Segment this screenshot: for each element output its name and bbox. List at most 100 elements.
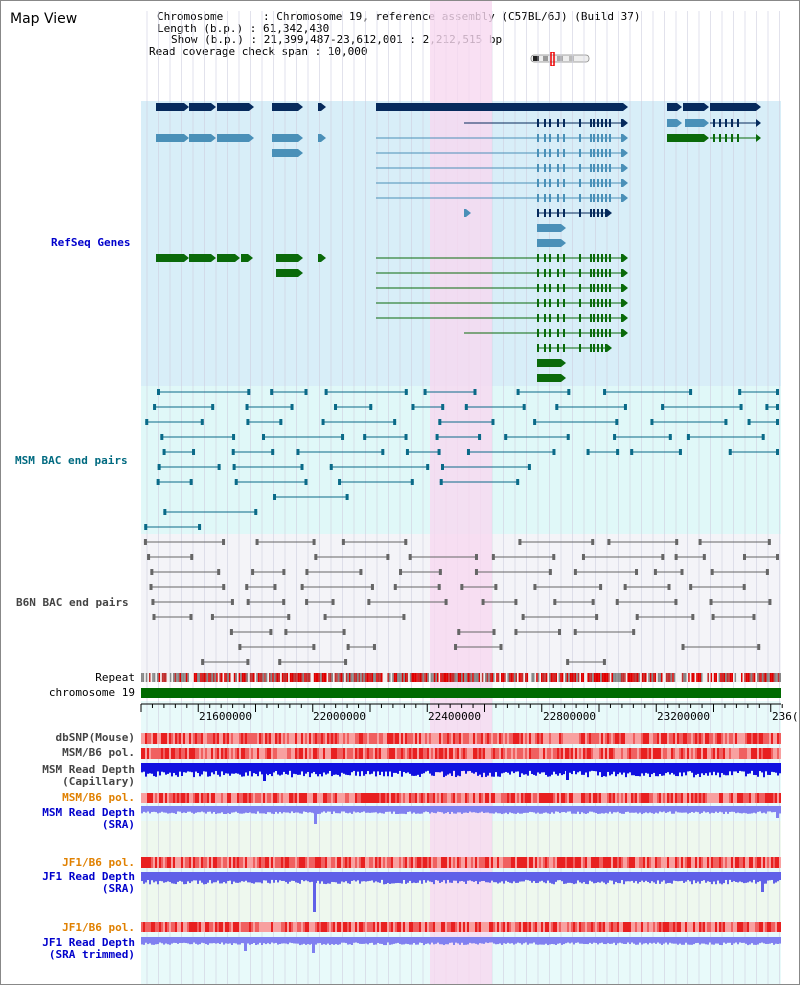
read-depth-bar: [435, 806, 437, 814]
read-depth-bar: [623, 937, 625, 944]
read-depth-bar: [317, 763, 319, 777]
pol-heat-cell: [187, 793, 189, 803]
pol-heat-cell: [771, 733, 773, 744]
read-depth-bar: [241, 763, 243, 777]
read-depth-bar: [621, 872, 623, 881]
read-depth-bar: [161, 806, 163, 812]
bac-end-marker: [438, 419, 442, 425]
msm-b6-pol-label-2[interactable]: MSM/B6 pol.: [62, 791, 135, 804]
read-depth-bar: [515, 937, 517, 944]
repeat-bar: [697, 673, 700, 682]
read-depth-bar: [213, 937, 215, 944]
pol-heat-cell: [711, 733, 713, 744]
pol-heat-cell: [181, 748, 183, 759]
pol-heat-cell: [535, 733, 537, 744]
pol-heat-cell: [345, 733, 347, 744]
refseq-genes-label[interactable]: RefSeq Genes: [51, 236, 131, 249]
dbsnp-label[interactable]: dbSNP(Mouse): [55, 731, 135, 744]
jf1-pol-label-1[interactable]: JF1/B6 pol.: [62, 856, 135, 869]
read-depth-bar: [347, 937, 349, 945]
pol-heat-cell: [561, 793, 563, 803]
pol-heat-cell: [207, 733, 209, 744]
axis-tick-label: 21600000: [199, 710, 252, 723]
read-depth-bar: [467, 763, 469, 772]
read-depth-bar: [403, 937, 405, 945]
msm-b6-pol-label-1[interactable]: MSM/B6 pol.: [62, 746, 135, 759]
repeat-bar: [557, 673, 559, 682]
read-depth-bar: [167, 763, 169, 774]
repeat-bar: [145, 673, 148, 682]
jf1-depth-trimmed-label[interactable]: JF1 Read Depth (SRA trimmed): [1, 937, 135, 961]
pol-heat-cell: [661, 733, 663, 744]
pol-heat-cell: [681, 922, 683, 932]
read-depth-bar: [265, 937, 267, 945]
read-depth-bar: [169, 806, 171, 814]
pol-heat-cell: [175, 733, 177, 744]
repeat-bar: [254, 673, 257, 682]
read-depth-bar: [691, 806, 693, 812]
pol-heat-cell: [145, 793, 147, 803]
msm-depth-capillary-label[interactable]: MSM Read Depth (Capillary): [1, 764, 135, 788]
pol-heat-cell: [289, 793, 291, 803]
pol-heat-cell: [407, 857, 409, 868]
read-depth-bar: [635, 806, 637, 813]
read-depth-bar: [311, 872, 313, 882]
repeat-bar: [512, 673, 514, 682]
msm-bac-label[interactable]: MSM BAC end pairs: [15, 454, 128, 467]
repeat-bar: [208, 673, 210, 682]
pol-heat-cell: [169, 748, 171, 759]
pol-heat-cell: [229, 793, 231, 803]
read-depth-bar: [621, 806, 623, 814]
read-depth-bar: [463, 937, 465, 945]
pol-heat-cell: [515, 748, 517, 759]
bac-end-marker: [278, 659, 282, 665]
gene-strand-arrow: [298, 103, 303, 111]
gene-exon: [544, 284, 546, 292]
pol-heat-cell: [311, 748, 313, 759]
read-depth-bar: [457, 806, 459, 813]
msm-depth-sra-label[interactable]: MSM Read Depth (SRA): [1, 807, 135, 831]
pol-heat-cell: [295, 922, 297, 932]
pol-heat-cell: [141, 793, 143, 803]
read-depth-bar: [597, 937, 599, 945]
pol-heat-cell: [623, 733, 625, 744]
b6n-bac-label[interactable]: B6N BAC end pairs: [16, 596, 129, 609]
repeat-bar: [673, 673, 676, 682]
pol-heat-cell: [525, 857, 527, 868]
read-depth-bar: [747, 872, 749, 883]
read-depth-bar: [439, 763, 441, 773]
repeat-bar: [307, 673, 309, 682]
jf1-depth-sra-label[interactable]: JF1 Read Depth (SRA): [1, 871, 135, 895]
pol-heat-cell: [277, 793, 279, 803]
pol-heat-cell: [373, 748, 375, 759]
pol-heat-cell: [675, 857, 677, 868]
read-depth-bar: [597, 806, 599, 814]
chromosome-ideogram[interactable]: [529, 52, 593, 66]
pol-heat-cell: [143, 793, 145, 803]
pol-heat-cell: [197, 922, 199, 932]
read-depth-bar: [297, 872, 299, 883]
pol-heat-cell: [195, 857, 197, 868]
pol-heat-cell: [225, 857, 227, 868]
repeat-bar: [625, 673, 628, 682]
pol-heat-cell: [587, 857, 589, 868]
axis-tick-label: 22000000: [313, 710, 366, 723]
repeat-bar: [597, 673, 599, 682]
pol-heat-cell: [659, 748, 661, 759]
gene-exon: [579, 119, 581, 127]
jf1-pol-label-2[interactable]: JF1/B6 pol.: [62, 921, 135, 934]
repeat-bar: [715, 673, 717, 682]
pol-heat-cell: [619, 733, 621, 744]
read-depth-bar: [607, 806, 609, 814]
read-depth-bar: [231, 937, 233, 945]
read-depth-bar: [191, 806, 193, 813]
pol-heat-cell: [743, 748, 745, 759]
gene-exon: [597, 209, 599, 217]
pol-heat-cell: [183, 922, 185, 932]
pol-heat-cell: [271, 857, 273, 868]
read-depth-bar: [397, 806, 399, 814]
pol-heat-cell: [723, 793, 725, 803]
pol-heat-cell: [277, 922, 279, 932]
pol-heat-cell: [265, 922, 267, 932]
